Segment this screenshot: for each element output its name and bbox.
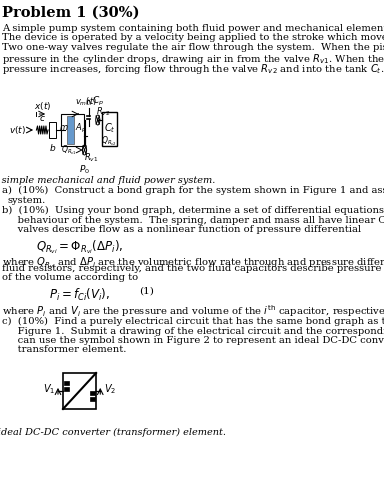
Bar (64, 387, 69, 391)
Text: fluid resistors, respectively, and the two fluid capacitors describe pressure as: fluid resistors, respectively, and the t… (2, 264, 384, 273)
Bar (49, 122, 56, 138)
Text: $Q_{R_{vi}} = \Phi_{R_{vi}}(\Delta P_i),$: $Q_{R_{vi}} = \Phi_{R_{vi}}(\Delta P_i),… (36, 239, 123, 256)
Text: $Q_{R_{v2}}$: $Q_{R_{v2}}$ (101, 134, 117, 148)
Text: $m$: $m$ (59, 123, 69, 132)
Text: $C_p$: $C_p$ (92, 95, 104, 108)
Text: Two one-way valves regulate the air flow through the system.  When the piston is: Two one-way valves regulate the air flow… (2, 43, 384, 52)
Text: $V_2$: $V_2$ (104, 382, 116, 396)
Text: $Q_{R_{v1}}$: $Q_{R_{v1}}$ (61, 143, 77, 157)
Bar (63, 373, 96, 409)
Text: $C_t$: $C_t$ (104, 121, 116, 135)
Text: A simple pump system containing both fluid power and mechanical elements is show: A simple pump system containing both flu… (2, 24, 384, 33)
Text: a)  (10%)  Construct a bond graph for the system shown in Figure 1 and assign ca: a) (10%) Construct a bond graph for the … (2, 186, 384, 195)
Text: $R_{v1}$: $R_{v1}$ (84, 152, 98, 164)
Text: $v_m(t)$: $v_m(t)$ (75, 96, 98, 108)
Bar (64, 381, 69, 385)
Text: Figure 1: A simple mechanical and fluid power system.: Figure 1: A simple mechanical and fluid … (0, 176, 216, 185)
Bar (90, 391, 95, 395)
Text: $c$: $c$ (39, 114, 46, 123)
Text: system.: system. (7, 196, 46, 205)
Text: behaviour of the system.  The spring, damper and mass all have linear CCRs where: behaviour of the system. The spring, dam… (2, 216, 384, 225)
Text: pressure increases, forcing flow through the valve $R_{v2}$ and into the tank $C: pressure increases, forcing flow through… (2, 62, 384, 76)
Bar (102, 112, 117, 146)
Text: Problem 1 (30%): Problem 1 (30%) (2, 6, 140, 20)
Text: (1): (1) (139, 287, 154, 296)
Text: where $Q_{R_{vi}}$ and $\Delta P_i$ are the volumetric flow rate through and pre: where $Q_{R_{vi}}$ and $\Delta P_i$ are … (2, 254, 384, 272)
Text: can use the symbol shown in Figure 2 to represent an ideal DC-DC converter, whic: can use the symbol shown in Figure 2 to … (2, 336, 384, 345)
Text: pressure in the cylinder drops, drawing air in from the valve $R_{v1}$. When the: pressure in the cylinder drops, drawing … (2, 53, 384, 66)
Bar (90, 397, 95, 401)
Bar (67, 116, 74, 144)
Text: $V_1$: $V_1$ (43, 382, 56, 396)
Text: Figure 1.  Submit a drawing of the electrical circuit and the corresponding bond: Figure 1. Submit a drawing of the electr… (2, 326, 384, 336)
Text: The device is operated by a velocity being applied to the stroke which moves a p: The device is operated by a velocity bei… (2, 33, 384, 43)
Text: $P_i = f_{Ci}(V_i),$: $P_i = f_{Ci}(V_i),$ (49, 287, 110, 303)
Text: Figure 2: An ideal DC-DC converter (transformer) element.: Figure 2: An ideal DC-DC converter (tran… (0, 428, 226, 437)
Text: where $P_i$ and $V_i$ are the pressure and volume of the $i^{\mathrm{th}}$ capac: where $P_i$ and $V_i$ are the pressure a… (2, 303, 384, 319)
Text: valves describe flow as a nonlinear function of pressure differential: valves describe flow as a nonlinear func… (2, 225, 362, 234)
Text: c)  (10%)  Find a purely electrical circuit that has the same bond graph as the : c) (10%) Find a purely electrical circui… (2, 317, 384, 326)
Text: of the volume according to: of the volume according to (2, 273, 139, 282)
Text: $R_{v2}$: $R_{v2}$ (96, 106, 111, 118)
Bar (61, 114, 84, 146)
Text: $x(t)$: $x(t)$ (33, 100, 51, 112)
Text: $v(t)$: $v(t)$ (8, 124, 26, 136)
Text: $A_p$: $A_p$ (74, 121, 86, 134)
Text: transformer element.: transformer element. (2, 346, 127, 355)
Text: b)  (10%)  Using your bond graph, determine a set of differential equations that: b) (10%) Using your bond graph, determin… (2, 206, 384, 215)
Text: $P_0$: $P_0$ (79, 164, 90, 176)
Text: $b$: $b$ (49, 142, 56, 153)
